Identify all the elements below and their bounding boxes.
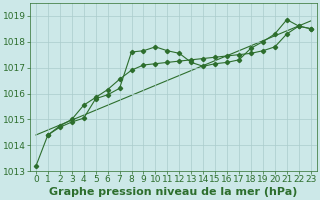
X-axis label: Graphe pression niveau de la mer (hPa): Graphe pression niveau de la mer (hPa) bbox=[49, 187, 298, 197]
